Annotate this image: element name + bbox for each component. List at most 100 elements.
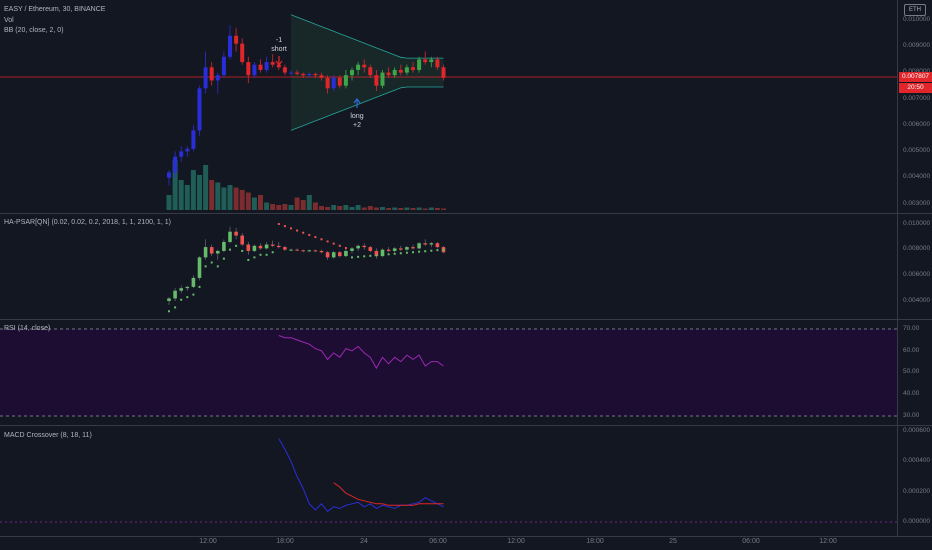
ha-axis-label: 0.010000 xyxy=(903,220,931,227)
ha-body xyxy=(429,243,434,245)
psar-dot xyxy=(277,223,280,225)
pane-separator[interactable] xyxy=(0,213,932,214)
rsi-legend[interactable]: RSI (14, close) xyxy=(4,325,51,332)
long-annotation-label: long xyxy=(350,113,364,120)
psar-dot xyxy=(204,265,207,268)
psar-dot xyxy=(198,285,201,288)
candle-body xyxy=(173,156,178,173)
rsi-axis-label: 60.00 xyxy=(903,347,920,354)
psar-dot xyxy=(436,249,439,252)
candle-body xyxy=(179,151,184,157)
ha-body xyxy=(283,247,287,250)
candle-body xyxy=(350,69,354,76)
psar-dot xyxy=(357,255,360,258)
short-annotation-value: -1 xyxy=(275,37,283,44)
volume-bar xyxy=(325,207,331,210)
candle-body xyxy=(337,77,342,86)
psar-dot xyxy=(351,256,353,259)
ha-body xyxy=(319,250,324,253)
candle-body xyxy=(191,130,196,149)
psar-dot xyxy=(222,257,225,260)
price-axis-label: 0.007000 xyxy=(903,95,931,102)
psar-dot xyxy=(314,236,317,239)
volume-bar xyxy=(306,195,312,210)
volume-bar xyxy=(166,195,172,210)
psar-dot xyxy=(320,238,323,241)
time-axis-label: 18:00 xyxy=(276,538,294,545)
psar-dot xyxy=(283,225,286,228)
volume-bar xyxy=(233,187,239,210)
candle-body xyxy=(398,69,403,73)
long-arrow-icon xyxy=(353,98,361,108)
candle-body xyxy=(343,75,348,86)
last-price-tag: 0.007807 xyxy=(899,72,932,82)
volume-bar xyxy=(264,202,270,210)
currency-badge[interactable]: ETH xyxy=(904,4,926,16)
macd-legend[interactable]: MACD Crossover (8, 18, 11) xyxy=(4,432,92,439)
ha-body xyxy=(295,249,299,251)
price-axis-label: 0.005000 xyxy=(903,147,931,154)
ha-body xyxy=(179,288,183,291)
ha-body xyxy=(216,250,220,254)
ha-body xyxy=(246,244,251,251)
candle-body xyxy=(203,67,208,89)
psar-dot xyxy=(405,251,408,254)
candle-body xyxy=(368,67,373,76)
candle-body xyxy=(374,75,379,86)
volume-bar xyxy=(258,195,263,210)
candle-body xyxy=(221,56,226,76)
volume-bar xyxy=(184,185,190,210)
psar-dot xyxy=(168,310,170,313)
psar-dot xyxy=(369,254,372,257)
ha-body xyxy=(167,298,171,301)
candle-body xyxy=(362,64,367,68)
volume-bar xyxy=(294,197,300,210)
ha-body xyxy=(350,248,354,251)
time-axis-label: 12:00 xyxy=(199,538,217,545)
ha-body xyxy=(344,250,348,257)
volume-bar xyxy=(221,187,227,210)
volume-bars xyxy=(166,160,446,210)
candle-body xyxy=(258,64,263,70)
volume-bar xyxy=(343,205,349,210)
macd-axis-label: 0.000400 xyxy=(903,457,931,464)
volume-legend[interactable]: Vol xyxy=(4,17,14,24)
symbol-legend[interactable]: EASY / Ethereum, 30, BINANCE xyxy=(4,6,106,13)
ha-body xyxy=(222,241,226,251)
psar-dot xyxy=(186,296,189,299)
ha-psar-legend[interactable]: HA-PSAR[QN] (0.02, 0.02, 0.2, 2018, 1, 1… xyxy=(4,219,171,226)
candle-body xyxy=(276,64,281,68)
volume-bar xyxy=(276,205,282,210)
psar-dot xyxy=(241,249,244,252)
long-annotation: long +2 xyxy=(346,112,368,130)
psar-dot xyxy=(265,253,268,256)
candle-body xyxy=(282,67,287,73)
volume-bar xyxy=(178,180,184,210)
pane-separator[interactable] xyxy=(0,425,932,426)
volume-bar xyxy=(373,207,379,210)
bollinger-lower-line xyxy=(290,86,444,131)
candle-body xyxy=(411,67,415,70)
ha-body xyxy=(289,249,293,251)
candle-body xyxy=(423,59,428,63)
pane-separator[interactable] xyxy=(0,319,932,320)
time-axis-label: 25 xyxy=(669,538,677,545)
psar-dot xyxy=(235,244,238,247)
price-axis-label: 0.003000 xyxy=(903,200,931,207)
candle-body xyxy=(313,73,318,76)
ha-axis-label: 0.004000 xyxy=(903,297,931,304)
ha-body xyxy=(380,249,385,257)
candle-body xyxy=(209,67,214,81)
volume-bar xyxy=(361,207,367,210)
short-annotation: -1 short xyxy=(268,36,290,54)
candle-body xyxy=(429,59,434,63)
psar-dot xyxy=(290,227,292,230)
long-annotation-value: +2 xyxy=(353,122,361,129)
bb-legend[interactable]: BB (20, close, 2, 0) xyxy=(4,27,64,34)
psar-dot xyxy=(247,258,250,261)
candle-body xyxy=(270,62,275,65)
ha-body xyxy=(301,250,305,252)
volume-bar xyxy=(319,206,324,210)
volume-bar xyxy=(410,208,416,210)
